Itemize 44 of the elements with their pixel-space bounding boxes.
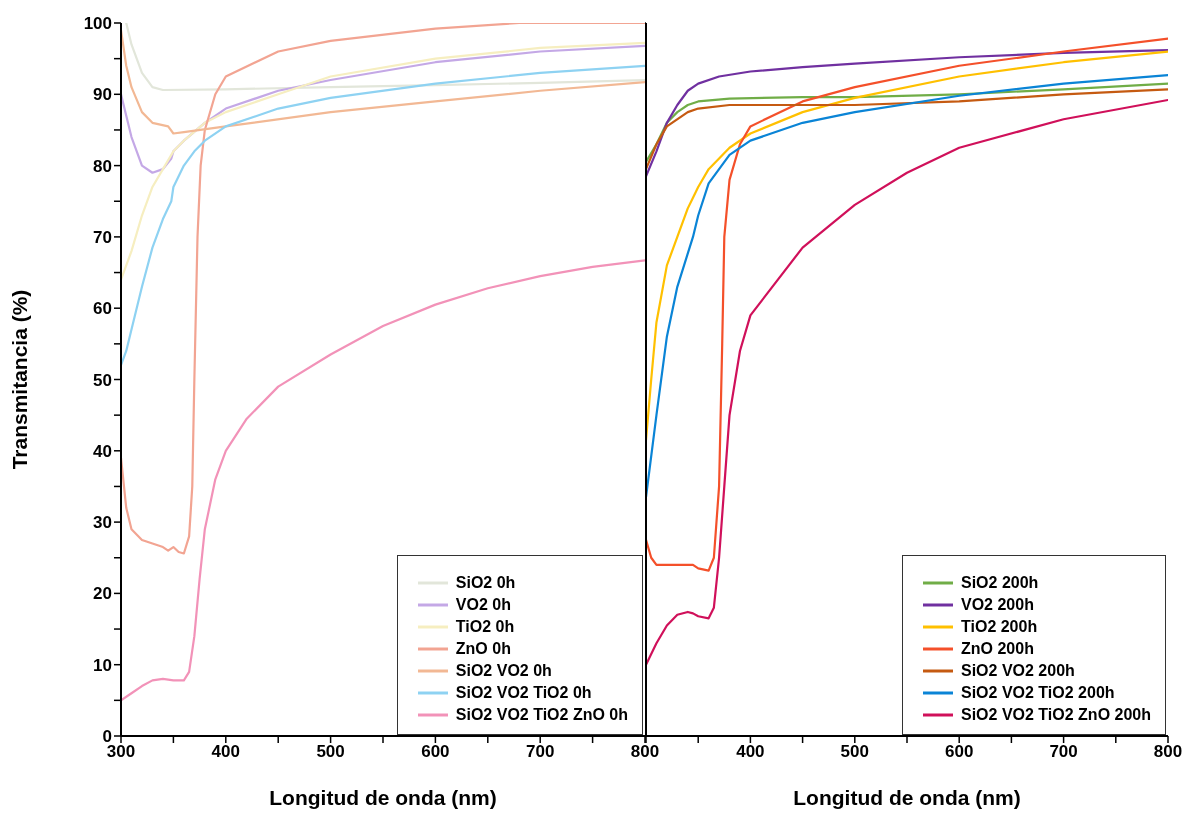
y-tick-label: 20 xyxy=(93,584,112,604)
y-tick-label: 70 xyxy=(93,227,112,247)
x-tick-label: 500 xyxy=(840,742,869,762)
y-tick-label: 50 xyxy=(93,370,112,390)
legend-label: SiO2 VO2 TiO2 ZnO 0h xyxy=(455,706,628,724)
x-tick-label: 800 xyxy=(630,742,660,762)
x-tick-label: 600 xyxy=(421,742,450,762)
legend-label: ZnO 200h xyxy=(961,640,1034,658)
legend-label: SiO2 VO2 0h xyxy=(455,662,552,680)
x-tick-label: 700 xyxy=(1049,742,1078,762)
line-series xyxy=(121,23,645,555)
line-series xyxy=(121,64,645,367)
y-axis-title: Transmitancia (%) xyxy=(8,289,32,470)
y-tick-label: 90 xyxy=(93,85,112,105)
x-tick-label: 600 xyxy=(945,742,974,762)
y-tick-label: 30 xyxy=(93,513,112,533)
legend-label: VO2 0h xyxy=(455,596,511,614)
x-tick-label: 800 xyxy=(1153,742,1183,762)
x-tick-label: 400 xyxy=(736,742,765,762)
line-series xyxy=(121,44,645,174)
legend-label: SiO2 0h xyxy=(455,574,516,592)
line-series xyxy=(125,23,645,92)
y-tick-label: 40 xyxy=(93,441,112,461)
x-tick-label: 400 xyxy=(211,742,240,762)
y-tick-label: 100 xyxy=(83,14,112,34)
legend-label: SiO2 VO2 TiO2 0h xyxy=(455,684,592,702)
legend-label: VO2 200h xyxy=(961,596,1034,614)
x-tick-label: 700 xyxy=(526,742,555,762)
y-tick-label: 60 xyxy=(93,299,112,319)
x-axis-title: Longitud de onda (nm) xyxy=(269,786,497,809)
y-tick-label: 80 xyxy=(93,156,112,176)
line-series xyxy=(121,259,645,702)
x-tick-label: 300 xyxy=(106,742,136,762)
legend-label: SiO2 VO2 TiO2 ZnO 200h xyxy=(961,706,1151,724)
legend-label: TiO2 200h xyxy=(961,618,1038,636)
legend-label: SiO2 200h xyxy=(961,574,1039,592)
line-series xyxy=(121,41,645,281)
y-tick-label: 10 xyxy=(93,655,112,675)
x-axis-title: Longitud de onda (nm) xyxy=(793,786,1021,809)
legend-label: ZnO 0h xyxy=(455,640,511,658)
x-tick-label: 500 xyxy=(316,742,345,762)
legend-label: TiO2 0h xyxy=(455,618,515,636)
legend-label: SiO2 VO2 TiO2 200h xyxy=(961,684,1115,702)
legend-label: SiO2 VO2 200h xyxy=(961,662,1075,680)
